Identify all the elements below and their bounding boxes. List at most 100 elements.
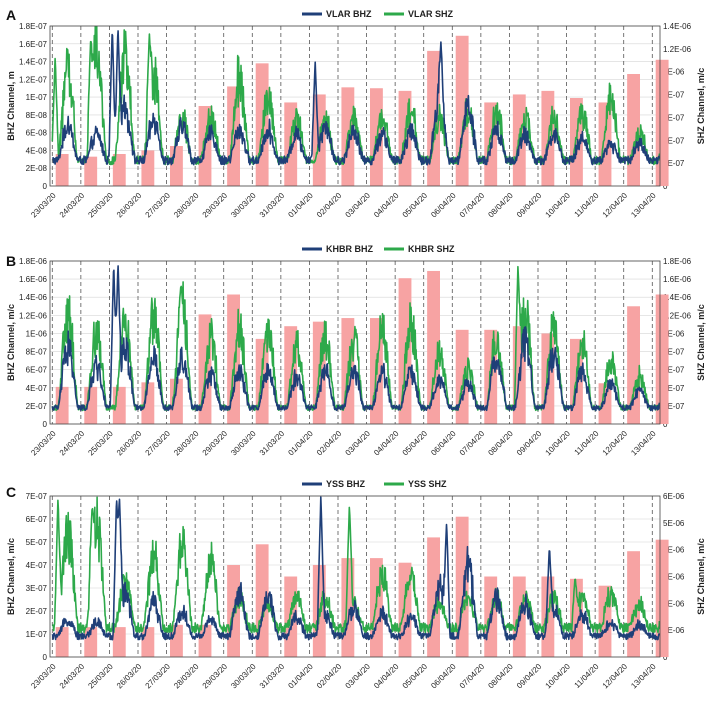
- daily-bar: [455, 35, 469, 187]
- plot-frame: [49, 495, 661, 658]
- y-tick-label-right: 0: [663, 420, 668, 429]
- x-tick-label: 27/03/20: [144, 662, 173, 691]
- y-tick-label-right: 0: [663, 653, 668, 662]
- x-tick-label: 08/04/20: [486, 429, 515, 458]
- x-tick-label: 29/03/20: [201, 429, 230, 458]
- x-tick-label: 30/03/20: [229, 662, 258, 691]
- legend-label-bhz: YSS BHZ: [326, 479, 366, 489]
- x-tick-label: 28/03/20: [172, 429, 201, 458]
- y-tick-label-left: 3E-07: [26, 584, 48, 593]
- x-tick-label: 07/04/20: [458, 429, 487, 458]
- y-tick-label-left: 1.8E-07: [19, 22, 48, 31]
- y-tick-label-right: 2E-06: [663, 599, 685, 608]
- x-tick-label: 03/04/20: [344, 429, 373, 458]
- x-tick-label: 08/04/20: [486, 191, 515, 220]
- y-tick-label-right: 1.2E-06: [663, 45, 692, 54]
- y-tick-label-left: 1.6E-06: [19, 275, 48, 284]
- x-tick-label: 10/04/20: [544, 191, 573, 220]
- chart-panel-b: B 0 2E-07 4E-07 6E-07 8E-07 1E-06 1.2E-06 1.4E-0…: [6, 244, 706, 457]
- x-tick-label: 12/04/20: [601, 429, 630, 458]
- y-tick-label-left: 4E-07: [26, 561, 48, 570]
- plot-frame: [49, 260, 661, 425]
- y-tick-label-left: 0: [43, 182, 48, 191]
- y-tick-label-left: 5E-07: [26, 538, 48, 547]
- series-line-bhz: [51, 496, 660, 641]
- x-tick-label: 28/03/20: [172, 191, 201, 220]
- x-tick-label: 13/04/20: [629, 662, 658, 691]
- x-tick-label: 05/04/20: [401, 662, 430, 691]
- legend-label-shz: KHBR SHZ: [408, 244, 455, 254]
- x-tick-label: 03/04/20: [344, 191, 373, 220]
- x-tick-label: 27/03/20: [144, 191, 173, 220]
- series-line-bhz: [51, 265, 660, 412]
- x-tick-label: 04/04/20: [372, 429, 401, 458]
- x-tick-label: 01/04/20: [286, 662, 315, 691]
- x-tick-label: 06/04/20: [429, 662, 458, 691]
- y-tick-label-left: 1.6E-07: [19, 40, 48, 49]
- x-tick-label: 10/04/20: [544, 662, 573, 691]
- y-tick-label-left: 2E-07: [26, 607, 48, 616]
- y-tick-label-right: 1.2E-06: [663, 311, 692, 320]
- x-tick-label: 31/03/20: [258, 429, 287, 458]
- x-tick-label: 12/04/20: [601, 662, 630, 691]
- y-tick-label-left: 2E-08: [26, 164, 48, 173]
- x-tick-label: 30/03/20: [229, 191, 258, 220]
- legend-label-bhz: KHBR BHZ: [326, 244, 373, 254]
- y-tick-label-left: 1E-06: [26, 329, 48, 338]
- y-axis-title-left: BHZ Channel, m/c: [6, 538, 16, 615]
- x-tick-label: 24/03/20: [58, 191, 87, 220]
- y-axis-title-right: SHZ Channel, m/c: [696, 304, 706, 381]
- y-tick-label-right: 6E-07: [663, 113, 685, 122]
- x-tick-label: 09/04/20: [515, 662, 544, 691]
- x-tick-label: 23/03/20: [29, 662, 58, 691]
- y-tick-label-right: 5E-06: [663, 519, 685, 528]
- y-tick-label-right: 1.6E-06: [663, 275, 692, 284]
- x-tick-label: 26/03/20: [115, 662, 144, 691]
- y-tick-label-left: 1E-07: [26, 630, 48, 639]
- x-tick-label: 13/04/20: [629, 429, 658, 458]
- x-tick-label: 26/03/20: [115, 191, 144, 220]
- y-tick-label-right: 1E-06: [663, 626, 685, 635]
- x-tick-label: 13/04/20: [629, 191, 658, 220]
- x-tick-label: 03/04/20: [344, 662, 373, 691]
- y-tick-label-left: 4E-07: [26, 384, 48, 393]
- y-tick-label-right: 1.8E-06: [663, 257, 692, 266]
- y-tick-label-left: 1E-07: [26, 93, 48, 102]
- daily-bar: [55, 154, 69, 186]
- x-tick-label: 24/03/20: [58, 429, 87, 458]
- legend-label-shz: YSS SHZ: [408, 479, 447, 489]
- x-tick-label: 08/04/20: [486, 662, 515, 691]
- daily-bar: [112, 627, 126, 657]
- x-tick-label: 25/03/20: [86, 191, 115, 220]
- y-tick-label-left: 8E-08: [26, 111, 48, 120]
- y-tick-label-right: 8E-07: [663, 348, 685, 357]
- y-tick-label-right: 2E-07: [663, 159, 685, 168]
- daily-bar: [198, 624, 212, 657]
- x-tick-label: 01/04/20: [286, 191, 315, 220]
- y-tick-label-right: 4E-07: [663, 136, 685, 145]
- y-tick-label-right: 6E-06: [663, 492, 685, 501]
- y-tick-label-left: 1.4E-07: [19, 58, 48, 67]
- x-tick-label: 04/04/20: [372, 662, 401, 691]
- x-tick-label: 29/03/20: [201, 191, 230, 220]
- panel-label: A: [6, 7, 16, 23]
- y-tick-label-left: 0: [43, 420, 48, 429]
- y-tick-label-left: 1.4E-06: [19, 293, 48, 302]
- y-axis-title-left: BHZ Channel, m/c: [6, 304, 16, 381]
- x-tick-label: 23/03/20: [29, 429, 58, 458]
- y-tick-label-left: 1.8E-06: [19, 257, 48, 266]
- x-tick-label: 01/04/20: [286, 429, 315, 458]
- panel-label: B: [6, 253, 16, 269]
- panel-label: C: [6, 484, 16, 500]
- x-tick-label: 06/04/20: [429, 429, 458, 458]
- x-tick-label: 27/03/20: [144, 429, 173, 458]
- x-tick-label: 05/04/20: [401, 429, 430, 458]
- x-tick-label: 04/04/20: [372, 191, 401, 220]
- y-tick-label-right: 0: [663, 182, 668, 191]
- chart-panel-a: A 0 2E-08 4E-08 6E-08 8E-08 1E-07 1.2E-07 1.4E-0…: [6, 7, 706, 219]
- x-tick-label: 28/03/20: [172, 662, 201, 691]
- y-tick-label-right: 8E-07: [663, 91, 685, 100]
- daily-bar: [655, 59, 669, 186]
- x-tick-label: 02/04/20: [315, 429, 344, 458]
- x-tick-label: 06/04/20: [429, 191, 458, 220]
